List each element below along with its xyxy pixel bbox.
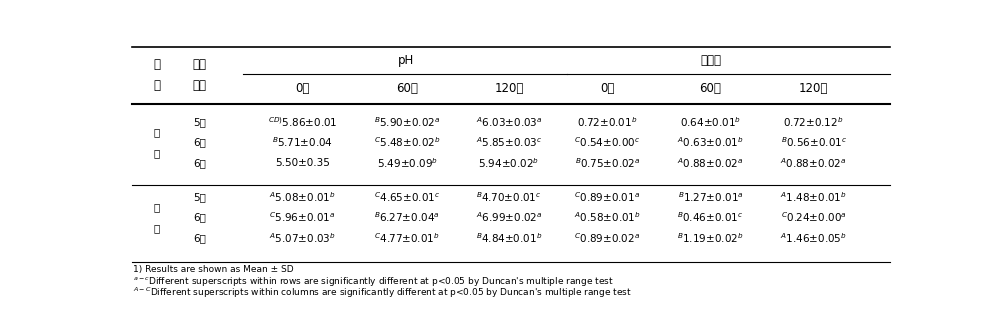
- Text: $^{B}$1.27±0.01$^{a}$: $^{B}$1.27±0.01$^{a}$: [677, 190, 744, 204]
- Text: $^{B}$1.19±0.02$^{b}$: $^{B}$1.19±0.02$^{b}$: [677, 232, 744, 245]
- Text: 5.94±0.02$^{b}$: 5.94±0.02$^{b}$: [479, 156, 539, 170]
- Text: 하: 하: [153, 202, 160, 212]
- Text: 6下: 6下: [193, 233, 206, 243]
- Text: $^{C}$5.96±0.01$^{a}$: $^{C}$5.96±0.01$^{a}$: [269, 211, 336, 224]
- Text: $^{A}$5.08±0.01$^{b}$: $^{A}$5.08±0.01$^{b}$: [269, 190, 336, 204]
- Text: 6中: 6中: [193, 137, 206, 148]
- Text: 총산도: 총산도: [700, 54, 721, 67]
- Text: $^{B}$4.84±0.01$^{b}$: $^{B}$4.84±0.01$^{b}$: [476, 232, 542, 245]
- Text: $^{C}$5.48±0.02$^{b}$: $^{C}$5.48±0.02$^{b}$: [374, 136, 441, 150]
- Text: $^{C}$0.89±0.01$^{a}$: $^{C}$0.89±0.01$^{a}$: [574, 190, 640, 204]
- Text: $^{B}$0.56±0.01$^{c}$: $^{B}$0.56±0.01$^{c}$: [780, 136, 847, 150]
- Text: 1) Results are shown as Mean ± SD: 1) Results are shown as Mean ± SD: [133, 265, 294, 274]
- Text: $^{C}$0.54±0.00$^{c}$: $^{C}$0.54±0.00$^{c}$: [574, 136, 640, 150]
- Text: $^{B}$0.46±0.01$^{c}$: $^{B}$0.46±0.01$^{c}$: [677, 211, 744, 224]
- Text: 산: 산: [153, 58, 160, 71]
- Text: $^{C}$0.24±0.00$^{a}$: $^{C}$0.24±0.00$^{a}$: [780, 211, 847, 224]
- Text: $^{B}$0.75±0.02$^{a}$: $^{B}$0.75±0.02$^{a}$: [575, 156, 640, 170]
- Text: $^{C}$4.65±0.01$^{c}$: $^{C}$4.65±0.01$^{c}$: [374, 190, 441, 204]
- Text: 동: 동: [153, 223, 160, 233]
- Text: 시기: 시기: [193, 79, 207, 92]
- Text: $^{A}$1.48±0.01$^{b}$: $^{A}$1.48±0.01$^{b}$: [780, 190, 847, 204]
- Text: 주: 주: [153, 148, 160, 158]
- Text: $^{A}$0.58±0.01$^{b}$: $^{A}$0.58±0.01$^{b}$: [574, 211, 640, 224]
- Text: 파종: 파종: [193, 58, 207, 71]
- Text: $^{a-c}$Different superscripts within rows are significantly different at p<0.05: $^{a-c}$Different superscripts within ro…: [133, 275, 614, 288]
- Text: 5下: 5下: [193, 117, 206, 127]
- Text: 0일: 0일: [600, 82, 615, 95]
- Text: $^{A}$5.85±0.03$^{c}$: $^{A}$5.85±0.03$^{c}$: [476, 136, 542, 150]
- Text: $^{A-C}$Different superscripts within columns are significantly different at p<0: $^{A-C}$Different superscripts within co…: [133, 285, 633, 300]
- Text: 파: 파: [153, 127, 160, 137]
- Text: $^{A}$6.03±0.03$^{a}$: $^{A}$6.03±0.03$^{a}$: [476, 115, 542, 129]
- Text: 5.50±0.35: 5.50±0.35: [275, 158, 330, 168]
- Text: 120일: 120일: [799, 82, 828, 95]
- Text: 60일: 60일: [700, 82, 722, 95]
- Text: $^{A}$5.07±0.03$^{b}$: $^{A}$5.07±0.03$^{b}$: [269, 232, 336, 245]
- Text: $^{A}$0.63±0.01$^{b}$: $^{A}$0.63±0.01$^{b}$: [677, 136, 744, 150]
- Text: $^{CD)}$5.86±0.01: $^{CD)}$5.86±0.01: [268, 115, 338, 129]
- Text: $^{B}$6.27±0.04$^{a}$: $^{B}$6.27±0.04$^{a}$: [374, 211, 440, 224]
- Text: $^{C}$0.89±0.02$^{a}$: $^{C}$0.89±0.02$^{a}$: [574, 232, 640, 245]
- Text: 6下: 6下: [193, 158, 206, 168]
- Text: 0일: 0일: [296, 82, 310, 95]
- Text: 6中: 6中: [193, 213, 206, 222]
- Text: 0.72±0.01$^{b}$: 0.72±0.01$^{b}$: [577, 115, 638, 129]
- Text: pH: pH: [397, 54, 414, 67]
- Text: $^{A}$6.99±0.02$^{a}$: $^{A}$6.99±0.02$^{a}$: [476, 211, 542, 224]
- Text: 60일: 60일: [396, 82, 418, 95]
- Text: 5.49±0.09$^{b}$: 5.49±0.09$^{b}$: [376, 156, 438, 170]
- Text: $^{A}$1.46±0.05$^{b}$: $^{A}$1.46±0.05$^{b}$: [780, 232, 847, 245]
- Text: $^{B}$5.71±0.04: $^{B}$5.71±0.04: [272, 136, 334, 150]
- Text: 120일: 120일: [495, 82, 523, 95]
- Text: 0.72±0.12$^{b}$: 0.72±0.12$^{b}$: [783, 115, 844, 129]
- Text: 5下: 5下: [193, 192, 206, 202]
- Text: 0.64±0.01$^{b}$: 0.64±0.01$^{b}$: [680, 115, 741, 129]
- Text: $^{A}$0.88±0.02$^{a}$: $^{A}$0.88±0.02$^{a}$: [780, 156, 847, 170]
- Text: $^{B}$4.70±0.01$^{c}$: $^{B}$4.70±0.01$^{c}$: [477, 190, 541, 204]
- Text: 지: 지: [153, 79, 160, 92]
- Text: $^{A}$0.88±0.02$^{a}$: $^{A}$0.88±0.02$^{a}$: [677, 156, 744, 170]
- Text: $^{B}$5.90±0.02$^{a}$: $^{B}$5.90±0.02$^{a}$: [374, 115, 441, 129]
- Text: $^{C}$4.77±0.01$^{b}$: $^{C}$4.77±0.01$^{b}$: [374, 232, 440, 245]
